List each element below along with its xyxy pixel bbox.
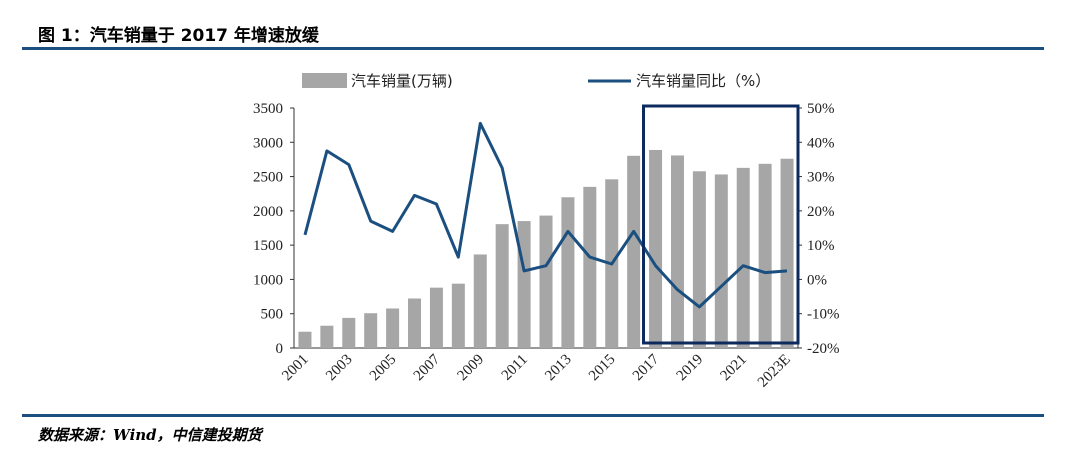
legend-bar-label: 汽车销量(万辆) bbox=[351, 72, 453, 90]
y-left-tick-label: 1500 bbox=[253, 238, 283, 254]
sales-bar bbox=[342, 317, 356, 348]
y-left-tick-label: 2500 bbox=[253, 170, 283, 186]
top-rule bbox=[22, 47, 1044, 50]
plot-area: 0 500 1000 1500 2000 2500 3000 3500 -20% -10% 0% 10… bbox=[253, 101, 840, 391]
source-note: 数据来源：Wind，中信建投期货 bbox=[38, 426, 262, 444]
y-right-tick-label: 20% bbox=[807, 204, 835, 220]
sales-bar bbox=[408, 298, 422, 348]
x-tick-label: 2009 bbox=[455, 352, 488, 385]
y-left-tick-label: 0 bbox=[276, 341, 284, 357]
y-right-tick-label: 0% bbox=[807, 272, 827, 288]
sales-bar bbox=[780, 158, 794, 348]
sales-bar bbox=[627, 155, 641, 348]
y-right-tick-label: 10% bbox=[807, 238, 835, 254]
y-right-tick-label: 50% bbox=[807, 101, 835, 117]
sales-bar bbox=[495, 224, 509, 348]
sales-bar bbox=[561, 197, 575, 348]
sales-bar bbox=[320, 325, 334, 348]
sales-bar bbox=[758, 163, 772, 348]
x-tick-label: 2001 bbox=[279, 352, 312, 385]
y-left-tick-label: 3500 bbox=[253, 101, 283, 117]
highlight-box bbox=[642, 104, 800, 345]
sales-bar bbox=[451, 283, 465, 348]
yoy-growth-line bbox=[303, 121, 788, 309]
y-right-tick-label: -10% bbox=[807, 307, 840, 323]
y-left-tick-label: 3000 bbox=[253, 135, 283, 151]
legend-bar-swatch bbox=[302, 73, 347, 88]
sales-bar bbox=[539, 215, 553, 348]
sales-bar bbox=[714, 174, 728, 348]
x-tick-label: 2019 bbox=[674, 352, 707, 385]
y-right-tick-label: -20% bbox=[807, 341, 840, 357]
y-right-tick-label: 40% bbox=[807, 135, 835, 151]
chart-legend: 汽车销量(万辆) 汽车销量同比（%） bbox=[302, 72, 770, 90]
sales-bar bbox=[429, 287, 443, 348]
sales-bar bbox=[670, 155, 684, 348]
y-left-tick-label: 500 bbox=[261, 307, 284, 323]
x-tick-label: 2005 bbox=[367, 352, 400, 385]
y-left-tick-label: 2000 bbox=[253, 204, 283, 220]
sales-bar bbox=[649, 149, 663, 348]
bottom-rule bbox=[22, 414, 1044, 417]
y-left-tick-label: 1000 bbox=[253, 272, 283, 288]
x-tick-label: 2023E bbox=[755, 352, 794, 391]
legend-line-label: 汽车销量同比（%） bbox=[636, 72, 770, 90]
sales-bar bbox=[583, 186, 597, 348]
figure-title: 图 1：汽车销量于 2017 年增速放缓 bbox=[38, 26, 319, 46]
y-right-tick-label: 30% bbox=[807, 170, 835, 186]
x-tick-label: 2015 bbox=[586, 352, 619, 385]
sales-bar bbox=[692, 171, 706, 348]
sales-bar bbox=[736, 167, 750, 348]
x-tick-label: 2017 bbox=[630, 351, 663, 384]
x-tick-label: 2011 bbox=[499, 352, 531, 384]
sales-bar bbox=[473, 254, 487, 348]
x-tick-label: 2021 bbox=[718, 352, 751, 385]
x-tick-label: 2007 bbox=[411, 351, 444, 384]
sales-bar bbox=[386, 308, 400, 348]
sales-bar bbox=[364, 313, 378, 348]
x-tick-label: 2013 bbox=[542, 352, 575, 385]
sales-bar bbox=[298, 331, 312, 348]
x-tick-label: 2003 bbox=[323, 352, 356, 385]
sales-bar bbox=[517, 221, 531, 348]
